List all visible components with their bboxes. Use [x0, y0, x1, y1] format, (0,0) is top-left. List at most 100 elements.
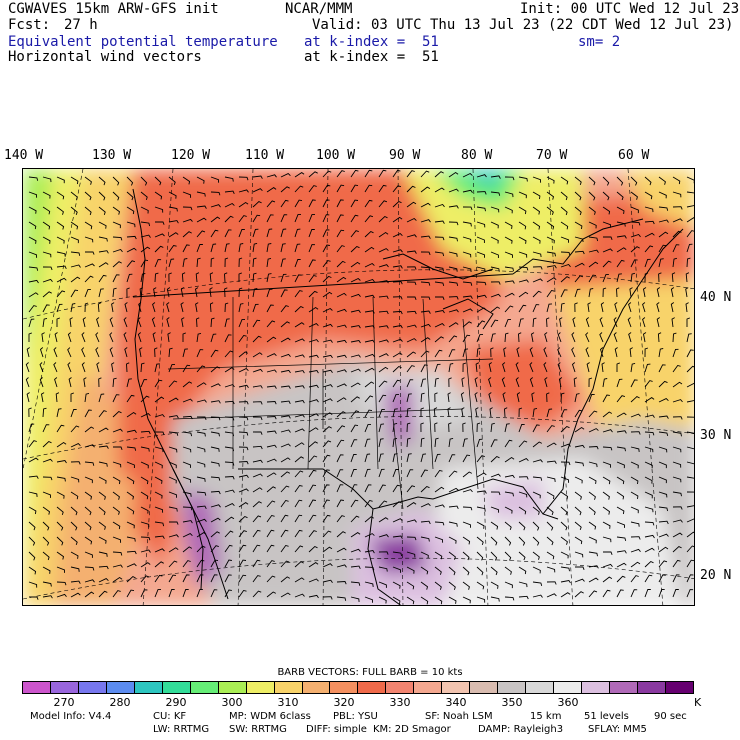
lon-label: 90 W: [389, 148, 421, 163]
wind-barb: [308, 199, 316, 208]
wind-barb: [28, 506, 37, 515]
wind-barb: [616, 176, 624, 186]
wind-barb: [67, 347, 72, 358]
wind-barb: [504, 491, 514, 497]
footer-diff: DIFF: simple: [306, 724, 367, 735]
wind-barb: [140, 221, 151, 227]
wind-barb: [56, 251, 66, 257]
wind-barb: [502, 392, 506, 403]
wind-barb: [210, 176, 220, 183]
wind-barb: [616, 206, 625, 214]
wind-barb: [560, 409, 568, 418]
wind-barb: [672, 589, 679, 598]
wind-barb: [530, 332, 535, 343]
wind-barb: [516, 392, 521, 403]
wind-barb: [532, 424, 540, 433]
wind-barb: [123, 317, 128, 328]
wind-barb: [322, 307, 333, 313]
wind-barb: [560, 263, 571, 268]
wind-barb: [98, 236, 108, 242]
wind-barb: [616, 287, 620, 298]
wind-barb: [238, 474, 249, 479]
wind-barb: [392, 379, 401, 388]
wind-barb: [28, 332, 32, 342]
wind-barb: [585, 332, 590, 343]
wind-barb: [280, 228, 287, 238]
wind-barb: [518, 176, 528, 182]
wind-barb: [602, 536, 612, 543]
wind-barb: [42, 221, 51, 230]
wind-barb: [462, 308, 473, 313]
wind-barb: [56, 206, 64, 215]
wind-barb: [672, 218, 683, 223]
wind-barb: [616, 476, 625, 485]
wind-barb: [574, 262, 585, 268]
lat-label: 30 N: [700, 428, 732, 443]
wind-barb: [308, 306, 319, 313]
wind-barb: [532, 441, 543, 448]
wind-barb: [476, 521, 485, 529]
wind-barb: [602, 446, 613, 451]
wind-barb: [504, 536, 512, 546]
wind-barb: [322, 244, 330, 253]
wind-barb: [53, 362, 58, 373]
wind-barb: [308, 214, 315, 223]
wind-barb: [644, 521, 655, 526]
wind-barb: [280, 499, 289, 508]
colorbar-segment: [554, 682, 583, 693]
wind-barb: [210, 191, 221, 196]
wind-barb: [238, 574, 247, 583]
wind-barb: [266, 500, 276, 508]
wind-barb: [336, 276, 347, 283]
wind-barb: [350, 354, 361, 358]
forecast-hour: 27 h: [64, 17, 98, 33]
wind-barb: [140, 521, 150, 528]
wind-barb: [504, 423, 510, 433]
wind-barb: [210, 416, 221, 421]
wind-barb: [154, 491, 163, 499]
wind-barb: [546, 251, 556, 257]
wind-barb: [448, 566, 456, 576]
wind-barb: [266, 187, 277, 193]
wind-barb: [588, 551, 598, 557]
wind-barb: [322, 563, 333, 568]
wind-barb: [672, 532, 683, 538]
wind-barb: [557, 362, 562, 373]
wind-barb: [599, 317, 604, 328]
wind-barb: [644, 206, 654, 213]
wind-barb: [532, 317, 537, 328]
wind-barb: [448, 236, 458, 242]
wind-barb: [490, 281, 501, 285]
wind-barb: [168, 415, 179, 419]
wind-barb: [602, 461, 612, 468]
state-borders: [167, 296, 494, 510]
wind-barb: [154, 548, 165, 553]
wind-barb: [196, 217, 207, 223]
colorbar-segment: [134, 682, 163, 693]
wind-barb: [224, 574, 232, 583]
wind-barb: [378, 500, 388, 508]
wind-barb: [560, 566, 570, 572]
wind-barb: [238, 287, 243, 298]
wind-barb: [529, 347, 534, 358]
wind-barb: [42, 407, 47, 418]
wind-barb: [529, 362, 534, 373]
wind-barb: [84, 275, 94, 283]
wind-barb: [658, 364, 666, 373]
wind-barb: [196, 545, 206, 553]
colorbar-segment: [386, 682, 415, 693]
wind-barb: [461, 377, 465, 388]
wind-barb: [476, 236, 485, 243]
wind-barb: [602, 411, 613, 418]
wind-barb: [658, 272, 662, 283]
wind-barb: [603, 236, 613, 240]
wind-barb: [28, 536, 36, 546]
wind-barb: [168, 397, 179, 403]
wind-barb: [168, 560, 178, 568]
wind-barb: [474, 377, 478, 388]
wind-barb: [336, 469, 344, 478]
wind-barb: [378, 353, 389, 358]
wind-barb: [70, 425, 80, 433]
wind-barb: [238, 272, 242, 282]
wind-barb: [518, 440, 528, 448]
